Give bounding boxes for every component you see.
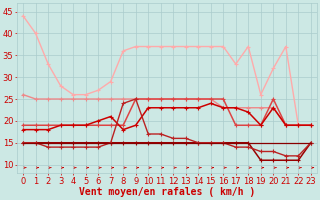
X-axis label: Vent moyen/en rafales ( km/h ): Vent moyen/en rafales ( km/h ) bbox=[79, 187, 255, 197]
